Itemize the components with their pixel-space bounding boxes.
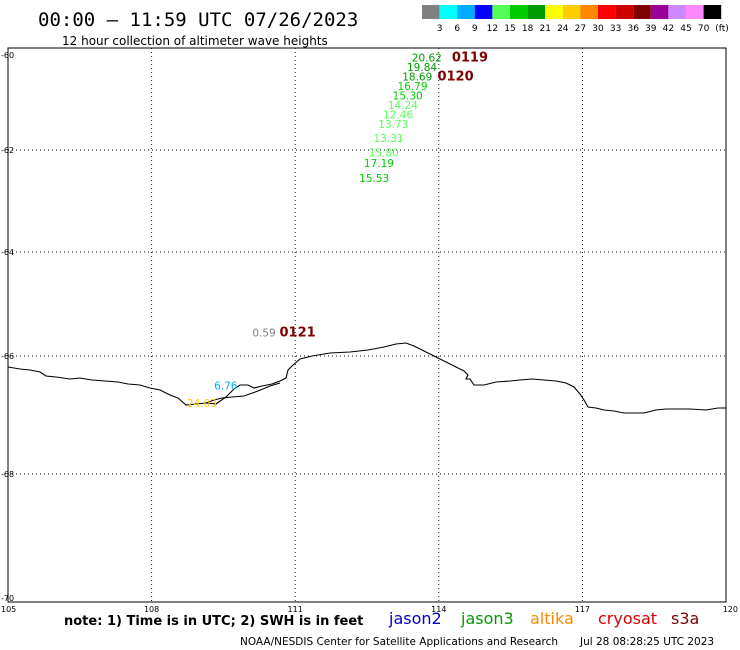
scale-unit: (ft) bbox=[715, 24, 729, 34]
scale-label: 3 bbox=[437, 24, 443, 34]
lat-tick-label: -62 bbox=[1, 146, 14, 155]
scale-swatch bbox=[668, 5, 686, 19]
lon-tick-label: 120 bbox=[723, 605, 738, 614]
scale-label: 42 bbox=[663, 24, 674, 34]
wave-height-value: 12.46 bbox=[383, 109, 413, 121]
scale-label: 70 bbox=[698, 24, 710, 34]
lat-tick-label: -60 bbox=[1, 51, 14, 60]
credit-text: NOAA/NESDIS Center for Satellite Applica… bbox=[240, 636, 558, 648]
satellite-s3a: s3a bbox=[671, 609, 699, 628]
wave-height-value: 13.73 bbox=[378, 119, 408, 131]
satellite-altika: altika bbox=[530, 609, 574, 628]
scale-swatch bbox=[580, 5, 598, 19]
scale-label: 12 bbox=[487, 24, 498, 34]
pass-labels: 0119 0120 0121 bbox=[279, 50, 488, 340]
scale-swatch bbox=[545, 5, 563, 19]
lat-tick-label: -68 bbox=[1, 470, 14, 479]
scale-swatch bbox=[457, 5, 475, 19]
scale-swatch bbox=[492, 5, 510, 19]
scale-swatch bbox=[598, 5, 616, 19]
pass-time-label: 0119 bbox=[452, 50, 488, 65]
scale-swatch bbox=[703, 5, 722, 19]
wave-height-value: 19.84 bbox=[407, 62, 437, 74]
scale-label: 30 bbox=[592, 24, 604, 34]
scale-label: 24 bbox=[557, 24, 569, 34]
wave-height-value: 15.53 bbox=[359, 173, 389, 185]
wave-height-value: 18.69 bbox=[402, 71, 432, 83]
lon-tick-label: 111 bbox=[288, 605, 303, 614]
lat-tick-label: -64 bbox=[1, 248, 14, 257]
wave-height-value: 20.62 bbox=[412, 52, 442, 64]
wave-height-value: 24.03 bbox=[187, 398, 217, 410]
lat-tick-label: -66 bbox=[1, 352, 14, 361]
scale-label: 33 bbox=[610, 24, 621, 34]
wave-height-value: 0.59 bbox=[252, 328, 275, 340]
map-subtitle: 12 hour collection of altimeter wave hei… bbox=[62, 34, 328, 48]
units-note: note: 1) Time is in UTC; 2) SWH is in fe… bbox=[64, 614, 363, 629]
lon-tick-label: 108 bbox=[144, 605, 159, 614]
scale-swatch bbox=[422, 5, 440, 19]
color-scale: 3 6 9 12 15 18 21 24 27 30 33 36 39 42 45 70 (ft) bbox=[422, 5, 729, 34]
graticule bbox=[8, 48, 726, 602]
wave-height-value: 6.76 bbox=[214, 381, 238, 393]
scale-swatch bbox=[615, 5, 634, 19]
scale-swatch bbox=[562, 5, 581, 19]
scale-swatch bbox=[527, 5, 546, 19]
scale-label: 9 bbox=[472, 24, 478, 34]
antarctic-coastline bbox=[7, 342, 726, 414]
scale-label: 6 bbox=[454, 24, 460, 34]
axis-ticks: 105 108 111 114 117 120 -60 -62 -64 -66 -68 -70 bbox=[1, 51, 738, 614]
lon-tick-label: 117 bbox=[575, 605, 590, 614]
scale-label: 36 bbox=[627, 24, 639, 34]
scale-swatch bbox=[474, 5, 493, 19]
scale-swatch bbox=[650, 5, 669, 19]
scale-label: 15 bbox=[504, 24, 515, 34]
satellite-jason3: jason3 bbox=[460, 609, 514, 628]
scale-label: 45 bbox=[680, 24, 691, 34]
coastline-inlet bbox=[205, 382, 281, 404]
generated-timestamp: Jul 28 08:28:25 UTC 2023 bbox=[579, 636, 714, 648]
scale-label: 39 bbox=[645, 24, 657, 34]
map-frame bbox=[7, 47, 727, 603]
scale-label: 27 bbox=[575, 24, 586, 34]
observation-labels: 20.6219.8418.6916.7915.3014.2412.4613.73… bbox=[187, 52, 442, 410]
map-title: 00:00 – 11:59 UTC 07/26/2023 bbox=[38, 9, 358, 31]
scale-swatch bbox=[510, 5, 528, 19]
lon-tick-label: 105 bbox=[1, 605, 16, 614]
lon-tick-label: 114 bbox=[431, 605, 446, 614]
scale-swatch bbox=[633, 5, 651, 19]
pass-time-label: 0120 bbox=[437, 69, 473, 84]
wave-height-value: 17.19 bbox=[364, 158, 394, 170]
scale-label: 18 bbox=[522, 24, 534, 34]
scale-swatch bbox=[686, 5, 704, 19]
satellite-legend: jason2 jason3 altika cryosat s3a bbox=[388, 609, 699, 628]
lat-tick-label: -70 bbox=[1, 594, 14, 603]
wave-height-value: 13.31 bbox=[374, 133, 404, 145]
wave-height-value: 16.79 bbox=[397, 81, 427, 93]
scale-label: 21 bbox=[539, 24, 550, 34]
wave-height-value: 15.30 bbox=[393, 90, 423, 102]
scale-swatch bbox=[439, 5, 458, 19]
satellite-cryosat: cryosat bbox=[598, 609, 657, 628]
wave-height-value: 14.24 bbox=[388, 100, 418, 112]
pass-time-label: 0121 bbox=[279, 326, 315, 341]
wave-height-value: 15.80 bbox=[369, 148, 399, 160]
satellite-jason2: jason2 bbox=[388, 609, 442, 628]
